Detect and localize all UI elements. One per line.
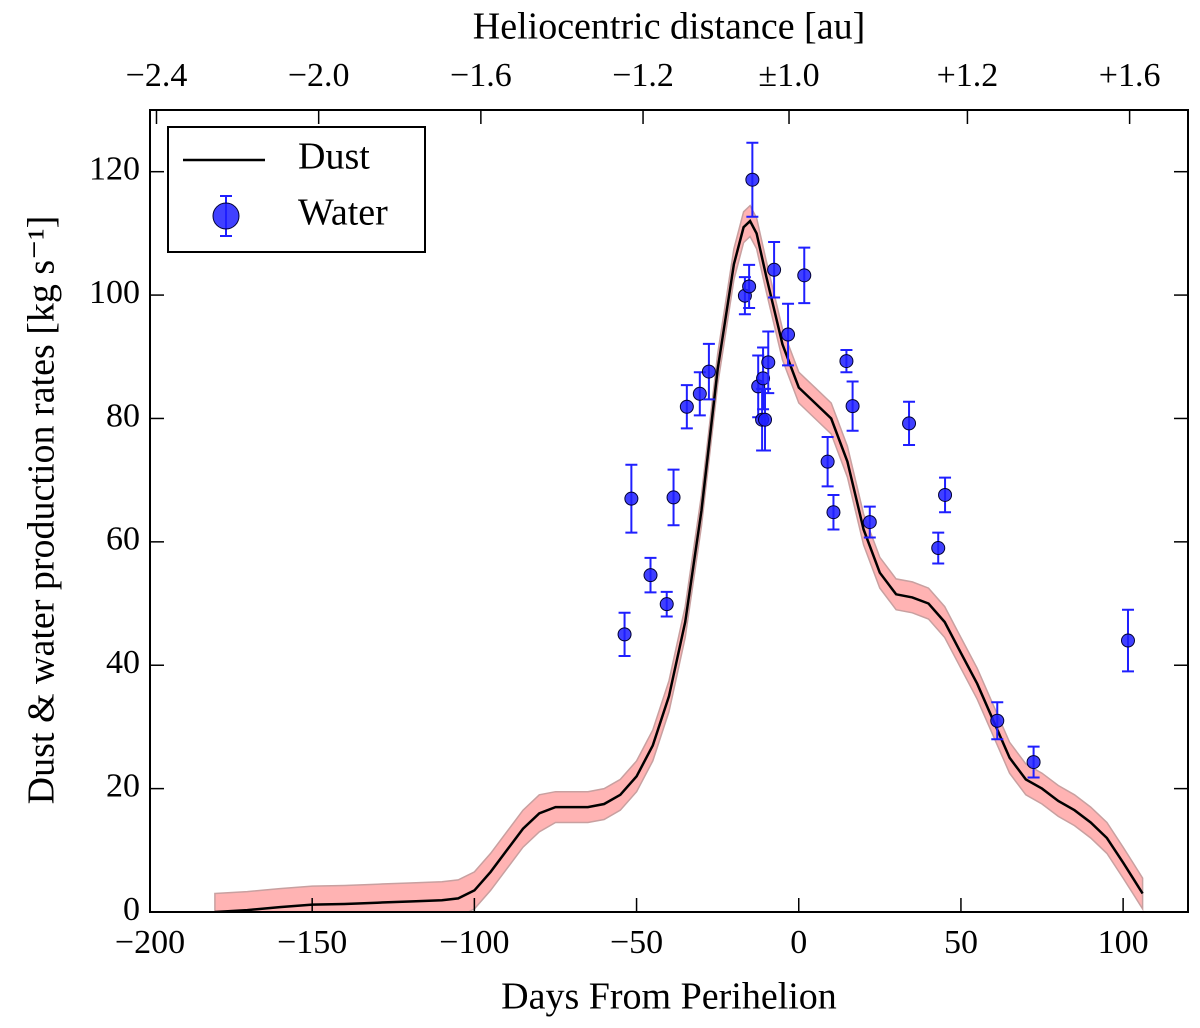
water-point: [1120, 633, 1135, 648]
water-point: [839, 354, 854, 369]
water-point: [902, 416, 917, 431]
x-tick-label: −100: [439, 924, 509, 961]
water-point: [701, 364, 716, 379]
water-point: [659, 597, 674, 612]
water-point: [781, 327, 796, 342]
water-point: [758, 412, 773, 427]
x2-tick-label: ±1.0: [758, 57, 819, 94]
water-point: [797, 268, 812, 283]
water-point: [761, 355, 776, 370]
water-point: [617, 627, 632, 642]
y-tick-label: 100: [89, 274, 140, 311]
dust-line: [214, 218, 1144, 912]
water-point: [742, 279, 757, 294]
water-point: [931, 541, 946, 556]
legend-label: Dust: [298, 136, 370, 178]
dust-band: [214, 204, 1144, 912]
x2-tick-label: −1.6: [450, 57, 512, 94]
water-point: [820, 454, 835, 469]
y-tick-label: 120: [89, 150, 140, 187]
water-point: [938, 487, 953, 502]
x-tick-label: −200: [115, 924, 185, 961]
water-point: [679, 399, 694, 414]
x2-axis-label: Heliocentric distance [au]: [473, 6, 865, 48]
legend-label: Water: [298, 192, 388, 234]
y-tick-label: 0: [123, 891, 140, 928]
x-tick-label: −50: [610, 924, 663, 961]
water-point: [624, 491, 639, 506]
water-point: [643, 568, 658, 583]
x2-tick-label: −2.4: [126, 57, 188, 94]
water-point: [666, 490, 681, 505]
water-point: [767, 262, 782, 277]
water-point: [745, 172, 760, 187]
legend-box: [167, 126, 426, 253]
x-tick-label: 50: [944, 924, 978, 961]
water-point: [1026, 755, 1041, 770]
legend: Dust Water: [167, 126, 426, 253]
x-tick-label: −150: [277, 924, 347, 961]
water-point: [990, 713, 1005, 728]
x2-tick-label: −1.2: [612, 57, 674, 94]
legend-marker: [212, 202, 240, 230]
water-point: [845, 399, 860, 414]
water-point: [756, 371, 771, 386]
plot-frame: [149, 109, 1189, 913]
x-tick-label: 0: [790, 924, 807, 961]
y-tick-label: 20: [106, 767, 140, 804]
y-axis-label: Dust & water production rates [kg s⁻¹]: [21, 216, 63, 805]
water-point: [826, 505, 841, 520]
water-point: [862, 515, 877, 530]
y-tick-label: 80: [106, 397, 140, 434]
x-tick-label: 100: [1098, 924, 1149, 961]
water-point: [692, 386, 707, 401]
y-tick-label: 40: [106, 644, 140, 681]
x2-tick-label: +1.2: [937, 57, 999, 94]
x2-tick-label: −2.0: [288, 57, 350, 94]
x-axis-label: Days From Perihelion: [501, 976, 837, 1018]
x2-tick-label: +1.6: [1099, 57, 1161, 94]
y-tick-label: 60: [106, 521, 140, 558]
